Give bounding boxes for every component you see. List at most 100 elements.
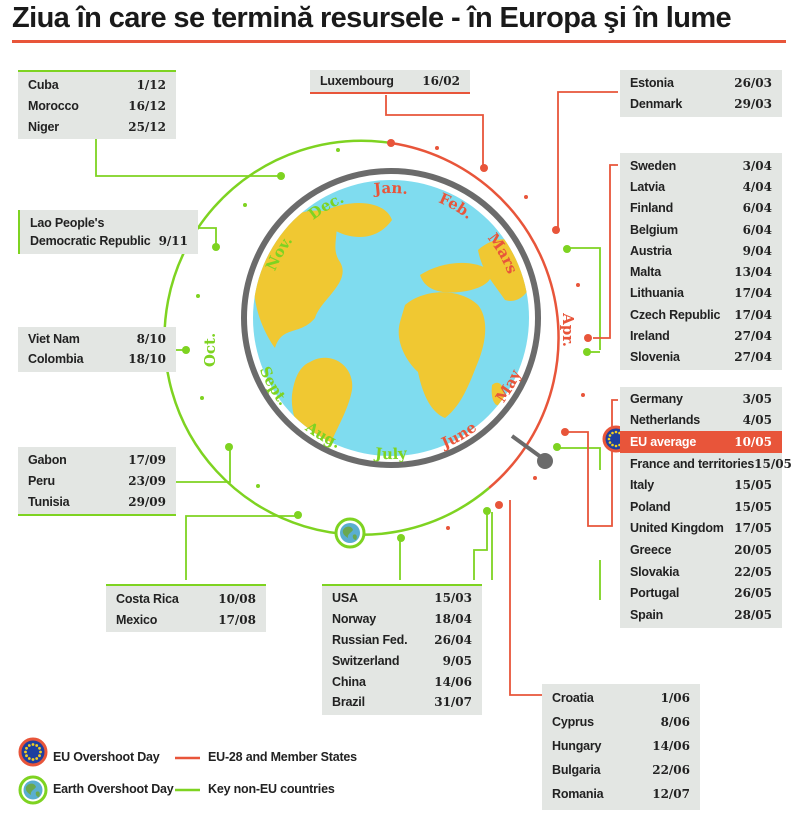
connector-norway [570,247,601,350]
country-row: Romania 12/07 [542,782,700,806]
country-row: Denmark 29/03 [620,93,782,114]
country-row: Morocco 16/12 [18,95,176,116]
land-greenland [320,202,392,237]
country-name: Austria [630,243,672,258]
country-name: Norway [332,612,376,627]
country-name: Romania [552,787,604,801]
overshoot-date: 15/03 [434,591,472,606]
country-row: Peru 23/09 [18,470,176,491]
connector-estonia [557,91,618,228]
country-row: Gabon 17/09 [18,449,176,470]
country-row: Switzerland 9/05 [322,650,482,671]
country-name: Spain [630,607,664,622]
marker-apr [584,334,592,342]
overshoot-date: 1/06 [660,691,690,705]
country-row: Portugal 26/05 [620,582,782,604]
country-name: Malta [630,265,661,280]
country-name: Latvia [630,179,665,194]
overshoot-date: 25/12 [128,119,166,134]
country-row: Spain 28/05 [620,604,782,626]
month-july: July [372,444,408,463]
lao-name-line2: Democratic Republic [30,234,151,248]
overshoot-date: 10/05 [734,434,772,449]
country-name: Ireland [630,329,670,344]
country-row: Netherlands 4/05 [620,410,782,432]
land-africa [398,292,486,418]
box-costarica-group: Costa Rica 10/08 Mexico 17/08 [106,584,266,632]
country-row: Greece 20/05 [620,539,782,561]
country-name: Poland [630,499,671,514]
ring-non-eu-arc [163,139,490,537]
overshoot-date: 17/04 [734,307,772,322]
country-row: Slovakia 22/05 [620,561,782,583]
country-name: Finland [630,201,674,216]
country-name: Luxembourg [320,74,394,88]
legend-earth-day: Earth Overshoot Day [53,782,174,796]
overshoot-date: 15/05 [754,456,792,471]
year-ring [163,139,560,537]
country-name: Bulgaria [552,763,601,777]
box-lao-group: Lao People's Democratic Republic 9/11 [18,210,198,254]
overshoot-date: 22/05 [734,564,772,579]
connector-cuba [95,136,280,177]
overshoot-date: 6/04 [742,222,772,237]
box-vietnam-group: Viet Nam 8/10 Colombia 18/10 [18,327,176,372]
legend-eu-icon [18,737,48,767]
country-name: Slovenia [630,350,680,365]
country-row: Latvia 4/04 [620,176,782,197]
country-name: Morocco [28,98,79,113]
box-cuba-group: Cuba 1/12 Morocco 16/12 Niger 25/12 [18,70,176,139]
marker-russia [583,348,591,356]
overshoot-date: 17/09 [128,452,166,467]
eu-average-pointer-dot [537,453,553,469]
overshoot-date: 10/08 [218,591,256,606]
connector-usa-2 [473,510,488,580]
country-name: Niger [28,119,59,134]
country-name: Italy [630,478,655,493]
country-row: Bulgaria 22/06 [542,758,700,782]
overshoot-date: 26/04 [434,632,472,647]
overshoot-date: 15/05 [734,478,772,493]
country-row: Brazil 31/07 [322,692,482,713]
country-row: Lithuania 17/04 [620,283,782,304]
month-apr: Apr. [559,312,577,347]
country-name: EU average [630,434,697,449]
land-north-america [253,210,343,348]
eu-connectors [385,91,618,696]
overshoot-date: 18/10 [128,352,166,366]
overshoot-date: 6/04 [742,201,772,216]
country-name: Belgium [630,222,678,237]
country-row: China 14/06 [322,671,482,692]
country-row: Hungary 14/06 [542,734,700,758]
connector-germany [566,399,618,527]
marker-mars [552,226,560,234]
lao-name-line1: Lao People's [30,216,105,230]
overshoot-date: 28/05 [734,607,772,622]
country-name: Russian Fed. [332,632,408,647]
country-row: Italy 15/05 [620,474,782,496]
country-row: Ireland 27/04 [620,325,782,346]
land-madagascar [491,382,504,406]
overshoot-date: 23/09 [128,473,166,488]
box-sweden-group: Sweden 3/04 Latvia 4/04 Finland 6/04 Belgium 6/… [620,153,782,370]
country-row: Tunisia 29/09 [18,491,176,512]
overshoot-date: 12/07 [652,787,690,801]
marker-feb [480,164,488,172]
overshoot-date: 8/06 [660,715,690,729]
marker-switzerland [553,443,561,451]
connector-costarica [185,515,298,580]
country-row: Niger 25/12 [18,116,176,137]
country-name: Lithuania [630,286,684,301]
country-row: United Kingdom 17/05 [620,518,782,540]
country-row: Mexico 17/08 [106,609,266,630]
marker-dec [277,172,285,180]
overshoot-date: 26/05 [734,586,772,601]
land-europe [420,262,492,293]
country-name: Estonia [630,75,674,90]
country-row: Costa Rica 10/08 [106,588,266,609]
overshoot-date: 26/03 [734,75,772,90]
country-name: United Kingdom [630,521,724,536]
country-name: Switzerland [332,653,400,668]
country-row: Malta 13/04 [620,261,782,282]
